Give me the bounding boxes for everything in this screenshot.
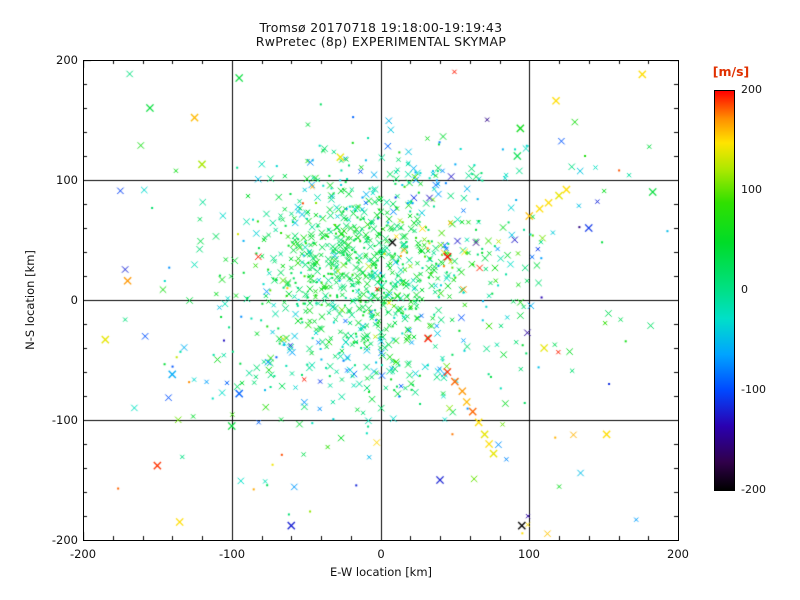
colorbar-tick-label: 0 (741, 283, 748, 296)
colorbar (714, 90, 735, 491)
colorbar-unit-label: [m/s] (712, 64, 750, 79)
scatter-canvas (83, 60, 678, 540)
x-axis-label: E-W location [km] (329, 565, 433, 579)
chart-subtitle: RwPretec (8p) EXPERIMENTAL SKYMAP (255, 34, 507, 49)
colorbar-tick-label: 200 (741, 83, 762, 96)
y-tick-label: -200 (51, 533, 78, 547)
x-tick-label: 100 (518, 547, 540, 561)
x-tick-label: -200 (69, 547, 97, 561)
colorbar-tick-label: -100 (741, 383, 766, 396)
y-tick-label: 0 (70, 293, 78, 307)
x-tick-label: 0 (377, 547, 385, 561)
y-tick-label: 100 (56, 173, 78, 187)
y-tick-label: 200 (56, 53, 78, 67)
x-tick-label: 200 (667, 547, 689, 561)
x-tick-label: -100 (218, 547, 246, 561)
y-tick-label: -100 (51, 413, 78, 427)
colorbar-tick-label: -200 (741, 483, 766, 496)
chart-title: Tromsø 20170718 19:18:00-19:19:43 (259, 20, 503, 35)
colorbar-gradient (715, 91, 734, 490)
y-axis-label: N-S location [km] (23, 250, 37, 350)
colorbar-tick-label: 100 (741, 183, 762, 196)
